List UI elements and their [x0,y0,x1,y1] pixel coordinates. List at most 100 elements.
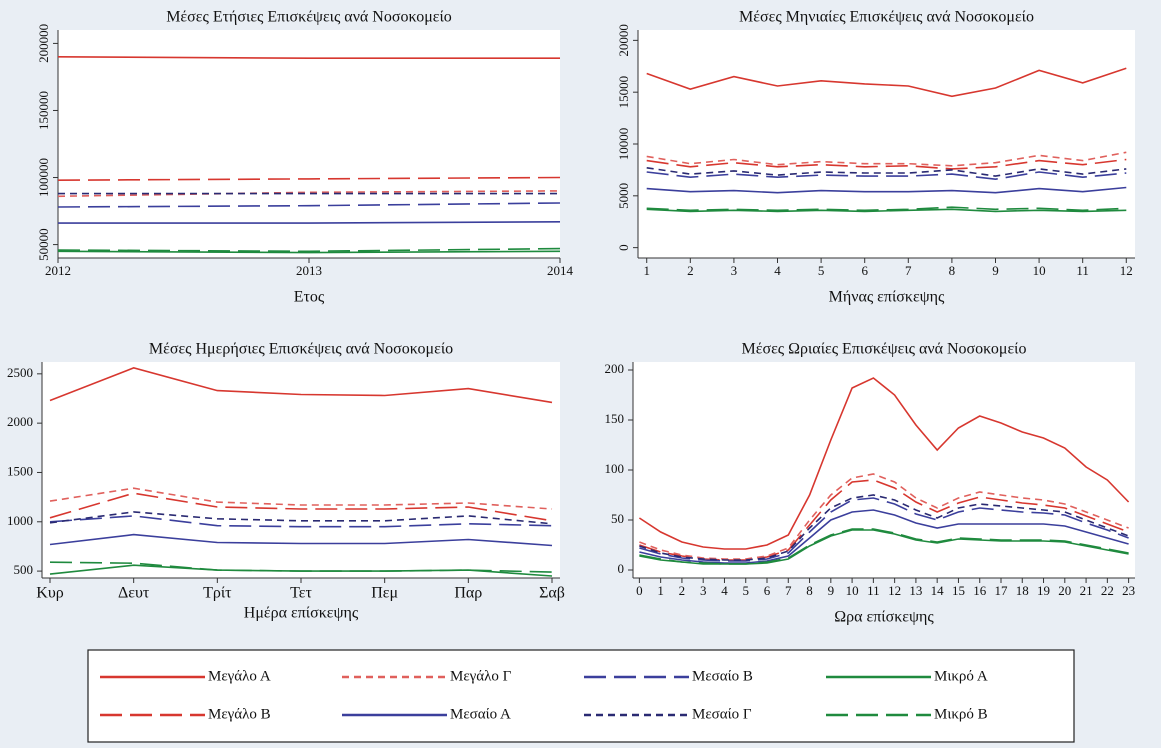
y-tick-label: 5000 [616,183,631,209]
y-tick-label: 1500 [7,463,33,478]
x-tick-label: 8 [949,263,956,278]
y-tick-label: 20000 [616,24,631,57]
series-line [639,479,1129,561]
x-axis-label: Ωρα επίσκεψης [834,609,934,626]
x-tick-label: 15 [952,583,965,598]
series-line [58,221,561,224]
y-tick-label: 2000 [7,414,33,429]
y-tick-label: 1000 [7,513,33,528]
x-tick-label: 1 [643,263,650,278]
chart-title: Μέσες Μηνιαίες Επισκέψεις ανά Νοσοκομείο [739,9,1034,26]
x-tick-label: 8 [806,583,813,598]
plot-area [638,30,1135,258]
series-line [646,167,1127,177]
x-tick-label: 10 [1033,263,1046,278]
x-tick-label: 2014 [547,263,574,278]
x-tick-label: 9 [992,263,999,278]
y-tick-label: 150000 [36,91,51,130]
y-tick-label: 0 [618,561,625,576]
x-tick-label: 10 [846,583,859,598]
series-line [646,186,1127,194]
x-tick-label: 2 [679,583,686,598]
x-axis-label: Μήνας επίσκεψης [829,289,945,306]
series-line [49,561,553,573]
legend-box [87,649,1075,743]
x-tick-label: 11 [867,583,880,598]
series-line [646,67,1127,98]
y-tick-label: 150 [605,411,625,426]
plot-area [58,30,560,258]
x-tick-label: 16 [973,583,987,598]
y-tick-label: 10000 [616,128,631,161]
y-tick-label: 200 [605,361,625,376]
series-line [646,151,1127,167]
x-tick-label: 20 [1058,583,1071,598]
x-axis-label: Ημέρα επίσκεψης [244,605,359,622]
series-line [639,509,1129,564]
series-line [49,487,553,510]
legend-label: Μεσαίο Γ [692,706,752,722]
y-tick-label: 0 [616,244,631,251]
y-tick-label: 100000 [36,158,51,197]
chart-title: Μέσες Ημερήσιες Επισκέψεις ανά Νοσοκομεί… [149,341,453,358]
series-line [639,529,1129,565]
series-line [57,56,560,59]
x-tick-label: 18 [1016,583,1029,598]
x-tick-label: 22 [1101,583,1114,598]
series-line [646,171,1127,181]
series-line [49,511,553,525]
y-tick-label: 100 [605,461,625,476]
x-tick-label: 12 [1120,263,1133,278]
x-tick-label: 17 [994,583,1008,598]
legend-label: Μικρό Β [934,706,988,722]
x-tick-label: Κυρ [36,585,63,602]
series-line [639,497,1129,562]
y-tick-label: 50000 [36,228,51,261]
x-tick-label: 6 [764,583,771,598]
y-tick-label: 500 [14,562,34,577]
x-tick-label: 5 [742,583,749,598]
x-tick-label: 21 [1080,583,1093,598]
legend-label: Μεσαίο Α [450,706,511,722]
x-axis-label: Ετος [294,289,325,306]
x-tick-label: 4 [721,583,728,598]
plot-area [42,362,560,578]
series-line [638,377,1130,550]
x-tick-label: Παρ [454,585,482,602]
x-tick-label: 7 [785,583,792,598]
x-tick-label: 2 [687,263,694,278]
x-tick-label: Τετ [290,585,312,602]
series-line [639,494,1129,561]
series-line [57,176,561,181]
x-tick-label: 9 [828,583,835,598]
x-tick-label: 2013 [296,263,322,278]
x-tick-label: 13 [909,583,922,598]
x-tick-label: 12 [888,583,901,598]
x-tick-label: 2012 [45,263,71,278]
series-line [646,158,1127,170]
x-tick-label: 14 [931,583,945,598]
x-tick-label: 3 [731,263,738,278]
x-tick-label: 6 [861,263,868,278]
series-line [49,515,553,528]
series-line [49,492,553,522]
plot-area [633,362,1135,578]
y-tick-label: 2500 [7,365,33,380]
legend-label: Μεγάλο Β [208,706,271,722]
x-tick-label: Δευτ [118,585,150,602]
series-line [49,533,553,547]
series-line [57,202,561,208]
x-tick-label: 11 [1076,263,1089,278]
series-line [57,250,561,254]
x-tick-label: Τρίτ [203,585,232,602]
series-line [646,206,1127,212]
series-line [49,367,553,404]
legend-label: Μεσαίο Β [692,668,753,684]
x-tick-label: 0 [636,583,643,598]
x-tick-label: 7 [905,263,912,278]
x-tick-label: 1 [657,583,664,598]
y-tick-label: 200000 [36,24,51,63]
series-line [639,528,1129,565]
x-tick-label: Σαβ [539,585,565,602]
